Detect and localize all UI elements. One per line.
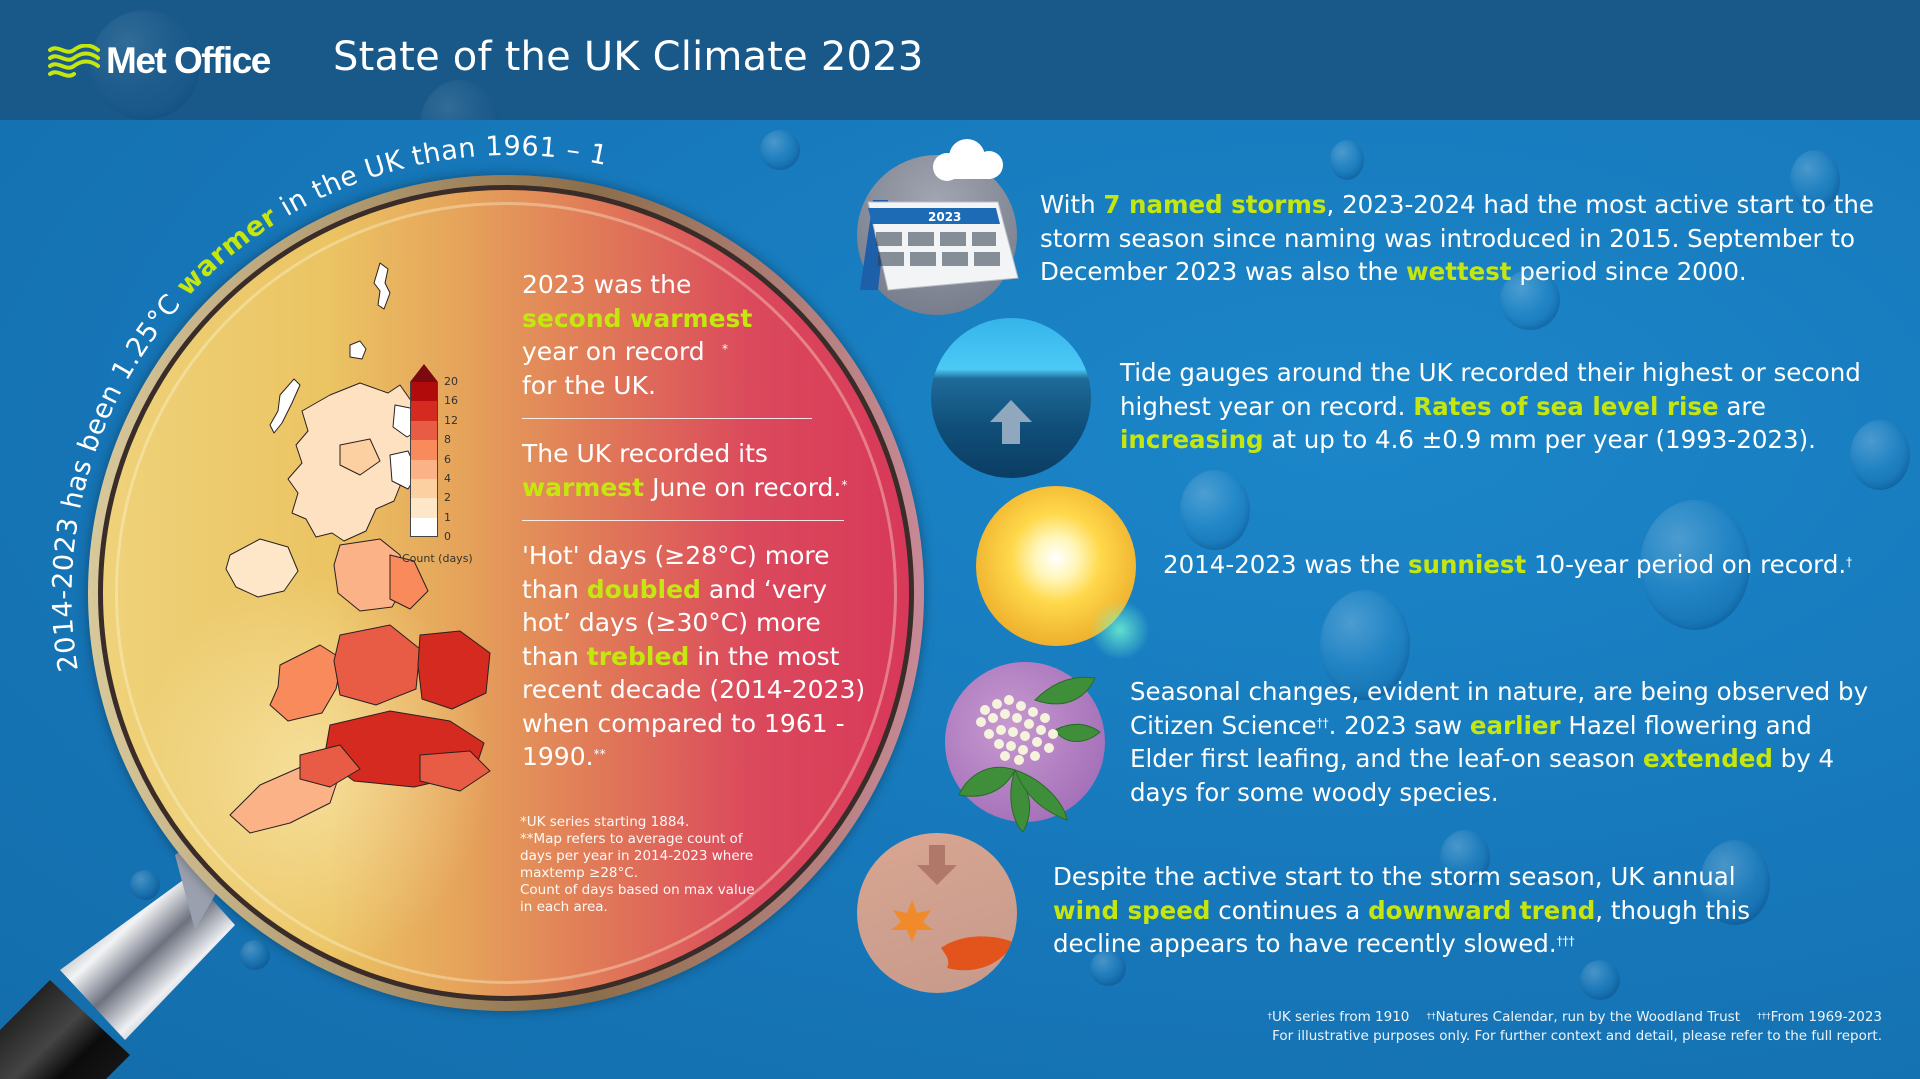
up-arrow-icon	[990, 400, 1032, 444]
legend-colorbar	[410, 382, 438, 538]
map-legend: 20 16 12 8 6 4 2 1 0 Count (days)	[402, 362, 508, 565]
divider	[522, 418, 812, 419]
met-office-logo[interactable]: Met Office	[48, 40, 271, 82]
fact-wind-speed: Despite the active start to the storm se…	[1053, 862, 1751, 958]
lens-footnotes: *UK series starting 1884. **Map refers t…	[520, 814, 755, 915]
cloud-icon	[933, 139, 1003, 181]
svg-text:2023: 2023	[928, 210, 961, 224]
statement-hot-days: 'Hot' days (≥28°C) more than doubled and…	[522, 541, 866, 771]
magnifier-lens	[98, 185, 914, 1001]
legend-title: Count (days)	[402, 552, 473, 565]
footer-sources: †UK series from 1910 ††Natures Calendar,…	[1267, 1009, 1882, 1025]
statement-second-warmest: 2023 was the second warmest year on reco…	[522, 270, 753, 400]
magnifier-handle	[0, 0, 240, 1079]
page-title: State of the UK Climate 2023	[333, 34, 924, 80]
footer-disclaimer: For illustrative purposes only. For furt…	[1272, 1028, 1882, 1044]
leaf-icon	[941, 936, 1013, 971]
legend-tip	[410, 364, 438, 382]
falling-leaves-wind-icon	[857, 833, 1017, 993]
down-arrow-icon	[917, 845, 957, 885]
statement-warmest-june: The UK recorded its warmest June on reco…	[522, 439, 848, 502]
legend-ticks: 20 16 12 8 6 4 2 1 0	[444, 375, 458, 544]
footer-notes: †UK series from 1910 ††Natures Calendar,…	[1268, 1008, 1882, 1046]
header: Met Office State of the UK Climate 2023	[0, 0, 1920, 120]
sea-level-rise-icon	[931, 318, 1091, 478]
fact-seasonal-changes: Seasonal changes, evident in nature, are…	[1130, 677, 1869, 807]
elderflower-illustration	[958, 676, 1101, 833]
lens-inner-ring	[115, 202, 897, 984]
met-office-waves-icon	[48, 44, 100, 78]
fact-sunniest: 2014-2023 was the sunniest 10-year perio…	[1163, 550, 1853, 579]
uk-hot-days-map	[225, 262, 491, 834]
lens-flare	[1090, 600, 1150, 660]
fact-sea-level: Tide gauges around the UK recorded their…	[1120, 358, 1861, 454]
divider	[522, 520, 844, 521]
lens-statements: 2023 was the second warmest year on reco…	[522, 268, 865, 786]
fact-storms: With 7 named storms, 2023-2024 had the m…	[1040, 190, 1875, 286]
leaf-icon	[891, 900, 933, 942]
calendar-icon: 2023	[860, 200, 1019, 291]
logo-text: Met Office	[106, 40, 271, 81]
